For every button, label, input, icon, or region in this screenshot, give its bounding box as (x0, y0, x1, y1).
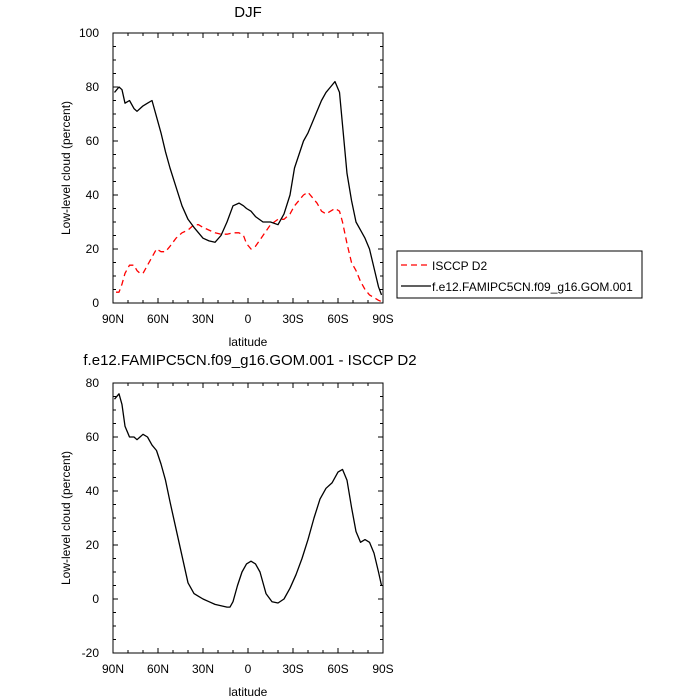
bottom-panel-frame (112, 382, 384, 654)
x-tick-label: 90S (372, 662, 393, 676)
x-tick-label: 90N (102, 312, 124, 326)
top-panel: DJF 90N 60N 30N 0 30S 60S 90S 0 20 40 60 80 100 lati… (59, 4, 394, 349)
x-tick-label: 60S (327, 312, 348, 326)
y-tick-label: 0 (92, 592, 99, 606)
x-tick-label: 30S (282, 312, 303, 326)
y-tick-label: -20 (82, 646, 100, 660)
x-tick-label: 30S (282, 662, 303, 676)
x-tick-label: 60N (147, 312, 169, 326)
y-tick-label: 80 (86, 80, 100, 94)
y-tick-label: 60 (86, 134, 100, 148)
legend-box (396, 250, 643, 299)
x-tick-label: 90N (102, 662, 124, 676)
bottom-panel-ylabel: Low-level cloud (percent) (59, 451, 73, 585)
series-line-0-0 (116, 191, 382, 303)
y-tick-label: 0 (92, 296, 99, 310)
legend: ISCCP D2 f.e12.FAMIPC5CN.f09_g16.GOM.001 (396, 250, 643, 299)
top-panel-title: DJF (234, 4, 262, 21)
y-tick-label: 20 (86, 538, 100, 552)
legend-label-isccp: ISCCP D2 (432, 259, 487, 273)
y-tick-label: 40 (86, 484, 100, 498)
x-tick-label: 60S (327, 662, 348, 676)
x-tick-label: 0 (245, 312, 252, 326)
top-panel-ylabel: Low-level cloud (percent) (59, 101, 73, 235)
top-panel-ticks: 90N 60N 30N 0 30S 60S 90S 0 20 40 60 80 100 (79, 26, 394, 326)
y-tick-label: 20 (86, 242, 100, 256)
top-panel-frame (112, 32, 384, 304)
legend-label-model: f.e12.FAMIPC5CN.f09_g16.GOM.001 (432, 280, 633, 294)
x-tick-label: 30N (192, 662, 214, 676)
series-line-0-1 (114, 80, 383, 296)
top-panel-series (114, 80, 383, 303)
bottom-panel: f.e12.FAMIPC5CN.f09_g16.GOM.001 - ISCCP … (59, 352, 417, 699)
y-tick-label: 100 (79, 26, 99, 40)
top-panel-xlabel: latitude (229, 335, 268, 349)
series-line-1-0 (114, 393, 383, 608)
bottom-panel-xlabel: latitude (229, 685, 268, 699)
y-tick-label: 80 (86, 376, 100, 390)
x-tick-label: 60N (147, 662, 169, 676)
x-tick-label: 30N (192, 312, 214, 326)
bottom-panel-ticks: 90N 60N 30N 0 30S 60S 90S -20 0 20 40 60 80 (82, 376, 394, 676)
y-tick-label: 60 (86, 430, 100, 444)
x-tick-label: 90S (372, 312, 393, 326)
bottom-panel-title: f.e12.FAMIPC5CN.f09_g16.GOM.001 - ISCCP … (83, 352, 416, 369)
x-tick-label: 0 (245, 662, 252, 676)
y-tick-label: 40 (86, 188, 100, 202)
bottom-panel-series (114, 393, 383, 608)
